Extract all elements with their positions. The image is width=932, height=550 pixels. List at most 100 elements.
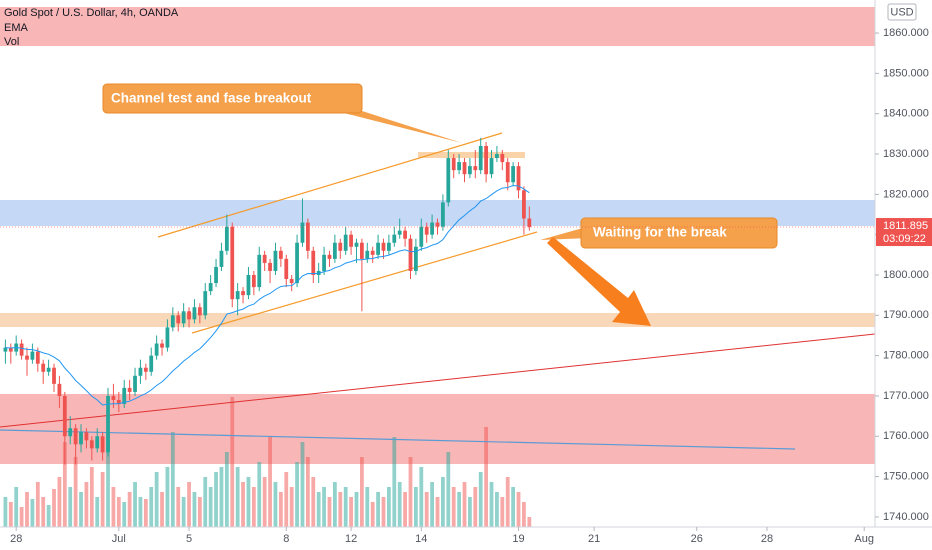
candle-body [327,254,332,259]
candle-body [143,367,148,372]
candle-body [457,162,461,171]
volume-bar [95,497,100,527]
volume-bar [57,477,62,527]
candle-body [208,283,213,292]
volume-bar [322,487,326,527]
volume-bar [3,497,8,527]
candle-body [343,234,348,251]
volume-bar [46,505,51,527]
candle-body [495,154,499,159]
y-tick-label: 1840.000 [883,108,929,120]
volume-bar [300,442,305,527]
volume-bar [419,467,424,527]
candle-body [122,387,127,405]
volume-bar [116,497,121,527]
candle-body [268,262,272,271]
x-tick-label: 28 [10,533,22,545]
volume-bar [462,482,467,527]
candle-body [424,226,429,235]
volume-bar [516,492,521,527]
y-tick-label: 1850.000 [883,67,929,79]
volume-bar [251,487,256,527]
candle-body [441,202,445,227]
candle-body [230,226,235,300]
y-tick-label: 1750.000 [883,471,929,483]
candle-body [181,311,186,324]
candle-body [160,343,164,348]
volume-bar [527,517,532,527]
volume-bar [430,482,434,527]
candle-body [235,291,240,300]
y-tick-label: 1780.000 [883,350,929,362]
volume-bar [197,497,202,527]
volume-bar [208,487,213,527]
volume-bar [381,497,386,527]
candle-body [133,375,137,392]
volume-bar [79,492,83,527]
volume-bar [122,502,127,527]
volume-bar [41,497,46,527]
channel-line [157,132,503,238]
volume-bar [219,467,224,527]
volume-bar [246,477,251,527]
candle-body [241,291,245,296]
candle-body [3,347,8,352]
volume-bar [451,487,456,527]
volume-bar [392,437,397,527]
y-tick-label: 1740.000 [883,511,929,523]
volume-bar [25,492,29,527]
x-tick-label: 5 [186,533,192,545]
volume-bar [133,482,137,527]
volume-bar [289,487,294,527]
volume-bar [397,482,402,527]
candle-body [224,226,229,251]
x-tick-label: Jul [112,533,126,545]
volume-bar [343,487,348,527]
candle-body [430,222,434,235]
chart-title: Gold Spot / U.S. Dollar, 4h, OANDA [4,7,179,19]
y-tick-label: 1770.000 [883,390,929,402]
candle-body [305,222,310,251]
candle-body [262,254,267,263]
candle-body [478,145,483,171]
volume-bar [484,427,489,527]
volume-bar [435,497,440,527]
candle-body [138,367,143,376]
volume-bar [224,452,229,527]
candle-body [203,291,208,316]
y-tick-label: 1860.000 [883,27,929,39]
currency-box [887,3,917,21]
volume-bar [473,487,478,527]
candle-body [289,279,294,284]
candle-body [419,226,424,247]
currency: USD [890,6,913,18]
y-tick-label: 1830.000 [883,148,929,160]
candle-body [414,246,418,271]
x-tick-label: 14 [415,533,427,545]
volume-bar [478,472,483,527]
callout [580,217,778,249]
candle-body [451,158,456,171]
candle-body [46,367,51,372]
callout-text: Channel test and fase breakout [111,91,312,106]
volume-bar [84,482,89,527]
candle-body [30,351,35,360]
candle-body [505,162,510,183]
volume-bar [52,489,56,527]
candle-body [392,234,397,243]
candle-body [273,250,278,271]
candle-body [473,166,478,171]
volume-bar [14,487,19,527]
support-zone [0,313,875,327]
candle-body [397,230,402,235]
volume-bar [441,477,445,527]
candle-body [73,428,78,445]
candle-body [338,242,343,251]
volume-bar [365,487,370,527]
volume-bar [457,492,461,527]
volume-bar [35,482,40,527]
candle-body [170,315,175,328]
candle-body [489,158,494,175]
candle-body [284,258,289,280]
last-price: 1811.895 [883,220,928,232]
